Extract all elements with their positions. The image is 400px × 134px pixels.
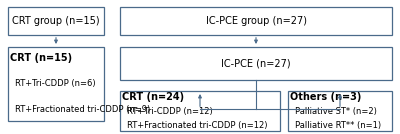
Text: CRT group (n=15): CRT group (n=15) (12, 16, 100, 26)
Text: IC-PCE group (n=27): IC-PCE group (n=27) (206, 16, 306, 26)
Bar (8, 47, 104, 121)
Text: RT+Tri-CDDP (n=12): RT+Tri-CDDP (n=12) (127, 107, 213, 116)
Bar (120, 91, 280, 131)
Text: RT+Fractionated tri-CDDP (n=9): RT+Fractionated tri-CDDP (n=9) (15, 105, 150, 114)
Bar (8, 7, 104, 35)
Bar (120, 47, 392, 80)
Text: IC-PCE (n=27): IC-PCE (n=27) (221, 59, 291, 69)
Text: RT+Fractionated tri-CDDP (n=12): RT+Fractionated tri-CDDP (n=12) (127, 121, 268, 130)
Text: CRT (n=24): CRT (n=24) (122, 92, 184, 102)
Text: Others (n=3): Others (n=3) (290, 92, 361, 102)
Text: Palliative RT** (n=1): Palliative RT** (n=1) (295, 121, 381, 130)
Bar (120, 7, 392, 35)
Bar (288, 91, 392, 131)
Text: Palliative ST* (n=2): Palliative ST* (n=2) (295, 107, 377, 116)
Text: CRT (n=15): CRT (n=15) (10, 53, 72, 63)
Text: RT+Tri-CDDP (n=6): RT+Tri-CDDP (n=6) (15, 79, 96, 88)
